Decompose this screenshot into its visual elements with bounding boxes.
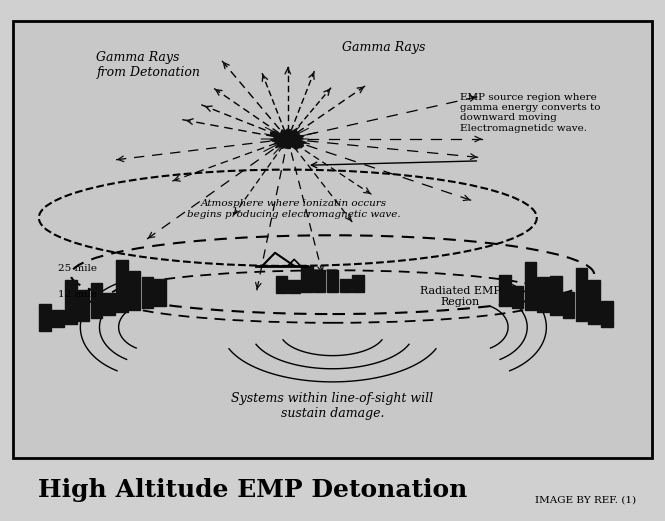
Text: Gamma Rays
from Detonation: Gamma Rays from Detonation [96, 51, 200, 79]
Bar [78, 290, 89, 321]
Bar [90, 283, 102, 318]
Bar [601, 301, 612, 327]
Bar [53, 309, 64, 327]
Bar [142, 277, 153, 308]
Text: IMAGE BY REF. (1): IMAGE BY REF. (1) [535, 495, 636, 505]
Bar [301, 266, 313, 292]
Text: EMP source region where
gamma energy converts to
downward moving
Electromagnetid: EMP source region where gamma energy con… [460, 93, 600, 133]
Bar [289, 280, 300, 293]
Bar [340, 279, 351, 292]
Bar [39, 304, 51, 330]
Bar [525, 262, 536, 310]
Text: Systems within line-of-sight will
sustain damage.: Systems within line-of-sight will sustai… [231, 392, 434, 420]
Bar [512, 286, 523, 308]
Text: High Altitude EMP Detonation: High Altitude EMP Detonation [38, 478, 467, 502]
Bar [327, 270, 338, 292]
Bar [589, 280, 600, 324]
Bar [154, 279, 166, 306]
Text: 12 mile: 12 mile [58, 290, 97, 299]
Text: Gamma Rays: Gamma Rays [342, 41, 425, 54]
Bar [103, 293, 115, 315]
Bar [499, 275, 511, 306]
Bar [576, 268, 587, 321]
Bar [65, 280, 76, 324]
Bar [116, 260, 128, 313]
Bar [352, 275, 364, 292]
Polygon shape [270, 129, 307, 150]
Bar [537, 277, 549, 313]
Text: Radiated EMP
Region: Radiated EMP Region [420, 286, 501, 307]
Bar [314, 270, 325, 292]
Bar [276, 276, 287, 293]
Text: Atmosphere where ionizatin occurs
begins producing electromagnetic wave.: Atmosphere where ionizatin occurs begins… [188, 200, 401, 219]
Bar [563, 292, 575, 318]
Text: 25 mile: 25 mile [58, 264, 97, 272]
Bar [550, 276, 562, 315]
Bar [129, 270, 140, 310]
